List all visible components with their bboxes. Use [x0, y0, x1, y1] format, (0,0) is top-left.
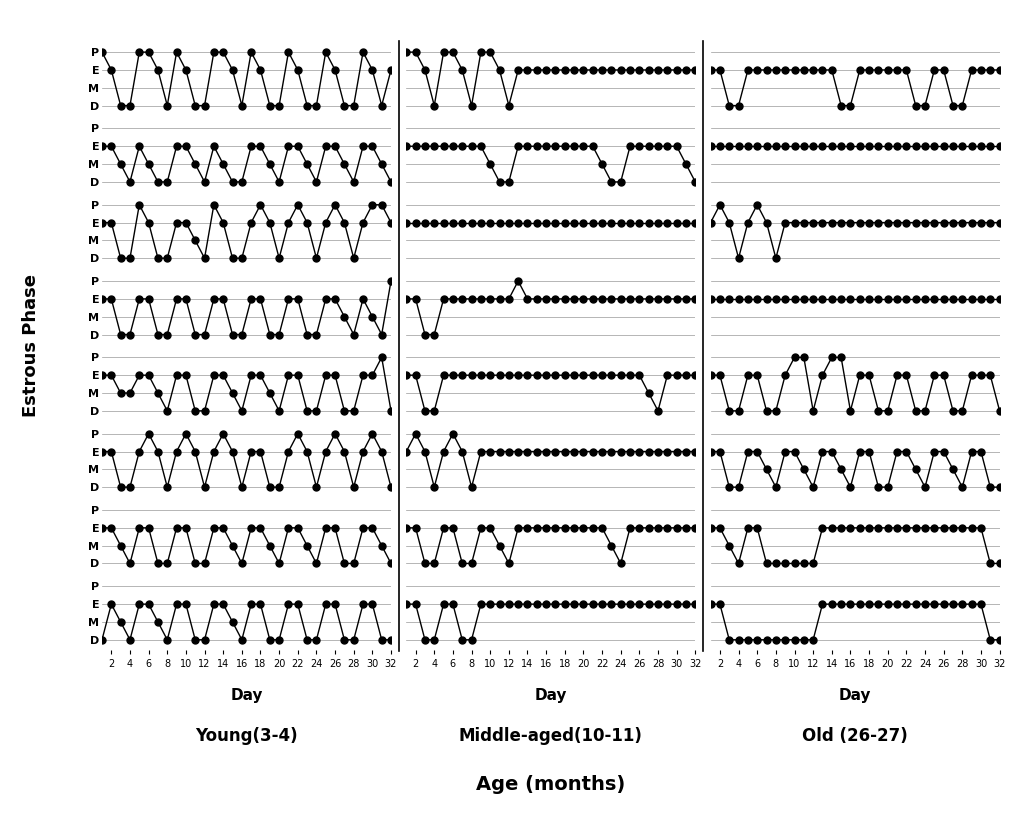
- Text: Age (months): Age (months): [476, 775, 625, 794]
- Text: Day: Day: [838, 688, 870, 703]
- Text: Estrous Phase: Estrous Phase: [21, 274, 40, 418]
- Text: Day: Day: [230, 688, 263, 703]
- Text: Young(3-4): Young(3-4): [195, 727, 298, 745]
- Text: Middle-aged(10-11): Middle-aged(10-11): [459, 727, 642, 745]
- Text: Day: Day: [534, 688, 567, 703]
- Text: Old (26-27): Old (26-27): [801, 727, 907, 745]
